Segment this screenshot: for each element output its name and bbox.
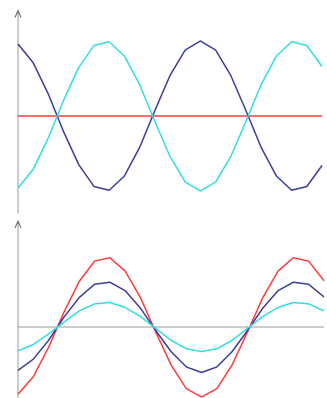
y-axis-arrow	[14, 219, 22, 229]
series-line	[17, 41, 323, 192]
series-line	[17, 301, 325, 353]
series-line	[17, 40, 323, 191]
series-line	[17, 281, 325, 374]
y-axis-arrow	[14, 9, 22, 18]
series-line	[17, 256, 325, 398]
